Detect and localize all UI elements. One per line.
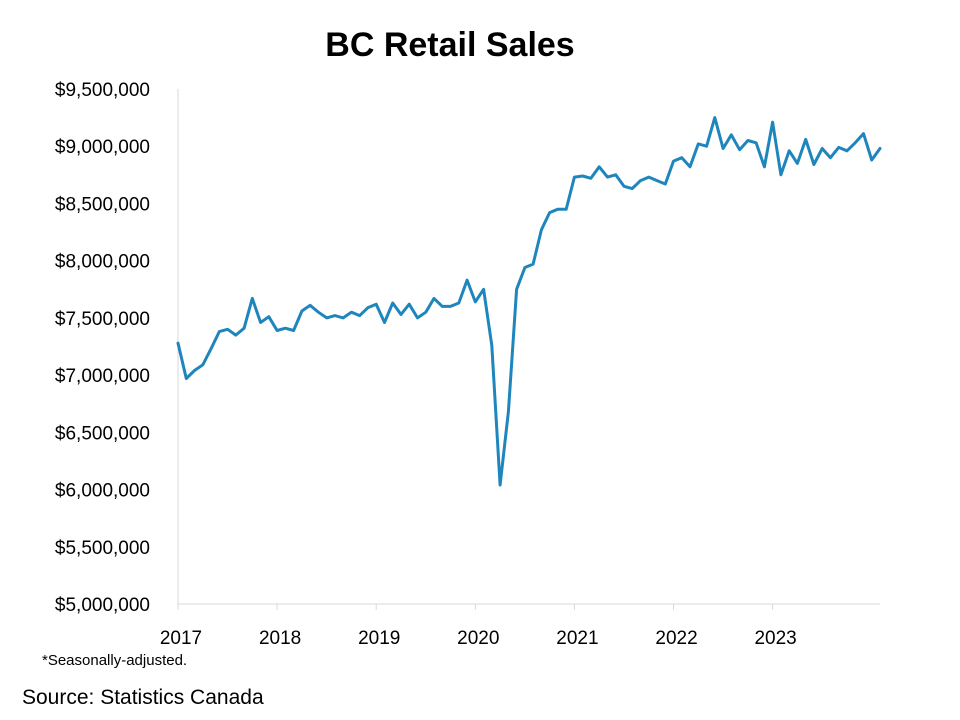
footnote: *Seasonally-adjusted. bbox=[42, 652, 188, 669]
y-tick-label: $6,500,000 bbox=[55, 423, 150, 444]
series-layer bbox=[176, 116, 882, 487]
x-tick-label: 2019 bbox=[358, 628, 400, 649]
y-tick-label: $8,500,000 bbox=[55, 194, 150, 215]
y-tick-label: $6,000,000 bbox=[55, 481, 150, 502]
x-tick-label: 2020 bbox=[457, 628, 499, 649]
x-tick-label: 2022 bbox=[655, 628, 697, 649]
x-tick-label: 2017 bbox=[160, 628, 202, 649]
x-tick-label: 2023 bbox=[754, 628, 796, 649]
x-axis: 2017 2018 2019 2020 2021 2022 2023 bbox=[160, 603, 880, 649]
series-line-retail-sales bbox=[176, 116, 882, 487]
source-note: Source: Statistics Canada bbox=[22, 686, 264, 709]
chart-title: BC Retail Sales bbox=[325, 26, 575, 64]
y-tick-label: $7,000,000 bbox=[55, 366, 150, 387]
y-axis: $5,000,000 $5,500,000 $6,000,000 $6,500,000… bbox=[55, 80, 179, 616]
x-tick-label: 2018 bbox=[259, 628, 301, 649]
y-tick-label: $8,000,000 bbox=[55, 252, 150, 273]
y-tick-label: $7,500,000 bbox=[55, 309, 150, 330]
y-tick-label: $9,000,000 bbox=[55, 137, 150, 158]
y-tick-label: $9,500,000 bbox=[55, 80, 150, 101]
x-tick-label: 2021 bbox=[556, 628, 598, 649]
y-tick-label: $5,500,000 bbox=[55, 538, 150, 559]
y-tick-label: $5,000,000 bbox=[55, 595, 150, 616]
